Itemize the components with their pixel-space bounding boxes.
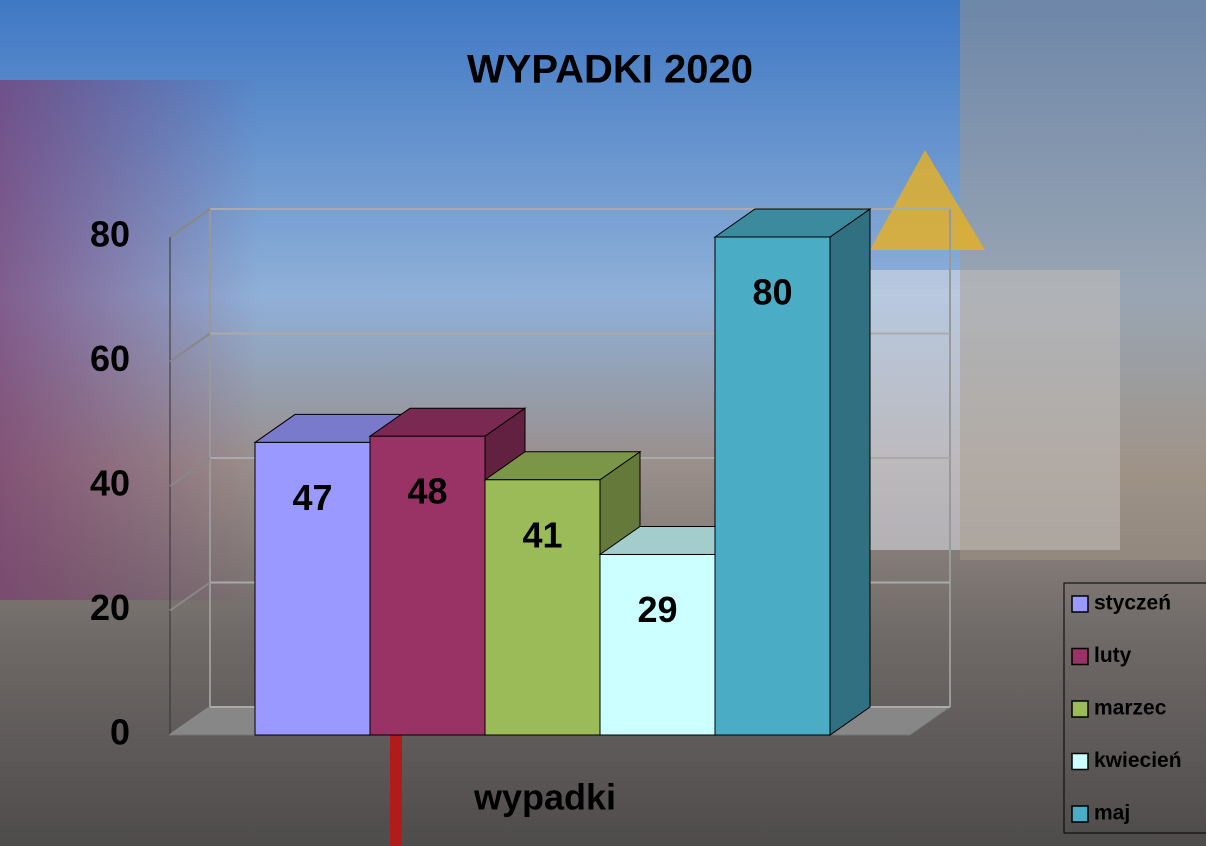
bar-side: [830, 209, 870, 735]
bar: [600, 554, 715, 735]
y-tick-label: 0: [110, 712, 130, 753]
chart: WYPADKI 2020 wypadki 0 20 40 60 80 47 48 41 29 80…: [0, 0, 1206, 846]
background-shape: [960, 0, 1206, 560]
chart-title: WYPADKI 2020: [467, 48, 753, 92]
legend-label: luty: [1094, 644, 1132, 667]
legend-swatch: [1072, 596, 1088, 612]
legend-swatch: [1072, 806, 1088, 822]
legend-label: marzec: [1094, 697, 1167, 720]
y-tick-label: 20: [90, 587, 130, 628]
value-label: 48: [407, 471, 447, 512]
value-label: 41: [522, 514, 562, 555]
legend-label: styczeń: [1094, 592, 1171, 615]
x-tick-label: wypadki: [473, 777, 616, 818]
y-tick-label: 60: [90, 338, 130, 379]
legend-label: kwiecień: [1094, 749, 1182, 772]
legend-label: maj: [1094, 802, 1130, 825]
value-label: 29: [637, 589, 677, 630]
legend-swatch: [1072, 754, 1088, 770]
value-label: 80: [752, 272, 792, 313]
legend-swatch: [1072, 649, 1088, 665]
legend-swatch: [1072, 701, 1088, 717]
background-shape: [0, 80, 260, 600]
value-label: 47: [292, 477, 332, 518]
y-tick-label: 40: [90, 463, 130, 504]
y-tick-label: 80: [90, 214, 130, 255]
